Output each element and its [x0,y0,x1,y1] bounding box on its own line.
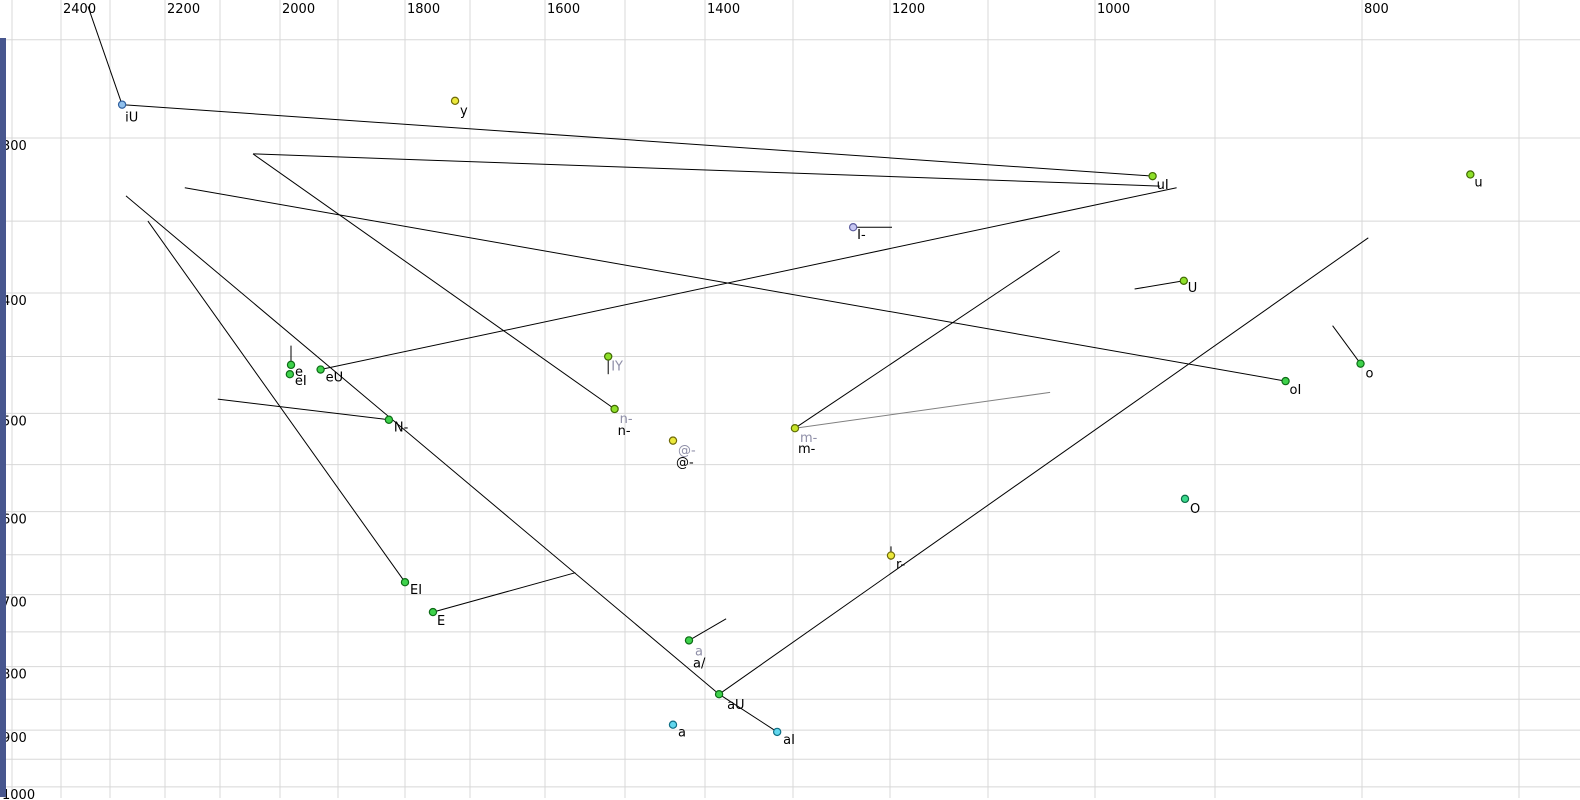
vowel-point-grey-label-a/: a [695,644,703,659]
trajectory-line-m--line [794,250,1060,429]
vowel-point-u[interactable] [1466,170,1475,179]
trajectory-line-a/-short [688,618,727,641]
trajectory-line-o-short [1332,325,1361,364]
vowel-point-N-[interactable] [384,415,394,424]
vowel-point-label-n-: n- [618,424,631,439]
vowel-point-iU[interactable] [117,100,127,109]
y-axis-tick-label-400: 400 [2,294,27,309]
y-axis-tick-label-600: 600 [2,513,27,528]
x-axis-tick-label-1000: 1000 [1097,2,1130,17]
vowel-point-grey-label-@-: @- [678,444,696,459]
vowel-point-aI[interactable] [772,727,782,737]
y-axis-tick-label-800: 800 [2,668,27,683]
y-axis-tick-label-500: 500 [2,414,27,429]
y-axis-tick-label-700: 700 [2,596,27,611]
y-axis-tick-label-900: 900 [2,731,27,746]
vowel-point-oI[interactable] [1281,376,1290,386]
vowel-point-uI[interactable] [1148,171,1157,181]
vowel-point-E[interactable] [428,607,438,617]
vowel-point-n-[interactable] [610,404,619,414]
vowel-point-EI[interactable] [400,577,410,587]
trajectory-line-to-oI [184,187,1286,382]
vowel-point-label-iU: iU [125,111,138,126]
vowel-point-label-aU: aU [727,698,744,713]
vowel-point-label-oI: oI [1290,383,1302,398]
x-axis-tick-label-800: 800 [1364,2,1389,17]
trajectory-line-iU-tail [87,6,123,105]
x-axis-tick-label-2200: 2200 [167,2,200,17]
vowel-point-label-E: E [437,614,445,629]
trajectory-line-aU-diagonal [718,237,1369,695]
window-edge-strip [0,38,6,797]
vowel-point-label-m-: m- [798,442,816,457]
vowel-point-label-EI: EI [410,583,422,598]
trajectory-line-to-N- [217,398,389,421]
vowel-point-e[interactable] [286,360,296,370]
trajectory-line-to-n- [252,153,615,410]
vowel-point-aU[interactable] [714,690,724,699]
trajectory-line-E-short [432,572,576,613]
vowel-point-y[interactable] [450,96,460,106]
vowel-point-a/[interactable] [684,636,694,645]
vowel-point-a[interactable] [668,720,678,729]
trajectory-line-to-EI [147,220,406,583]
vowel-point-U[interactable] [1179,276,1189,285]
vowel-point-grey-label-n-: n- [620,412,633,427]
trajectory-line-iU-to-uI [122,104,1153,177]
vowel-point-O[interactable] [1180,494,1190,504]
x-axis-tick-label-2400: 2400 [63,2,96,17]
vowel-point-label-r-: r- [896,558,906,573]
vowel-point-m-[interactable] [790,423,800,433]
vowel-point-label-eI: eI [295,374,307,389]
vowel-point-label-o: o [1366,367,1374,382]
x-axis-tick-label-1400: 1400 [707,2,740,17]
y-axis-tick-label-1000: 1000 [2,788,35,800]
vowel-point-label-uI: uI [1157,178,1169,193]
vowel-point-I-[interactable] [848,223,858,232]
vowel-point-label-u: u [1474,175,1482,190]
vowel-point-label-aI: aI [783,733,795,748]
vowel-point-eU[interactable] [316,365,325,374]
vowel-point-o[interactable] [1356,359,1365,368]
vowel-point-@-[interactable] [668,436,678,445]
vowel-point-IY[interactable] [604,352,613,361]
vowel-point-label-O: O [1190,502,1200,517]
vowel-point-label-I-: I- [857,228,866,243]
trajectory-line-U-short [1134,280,1184,290]
vowel-point-label-y: y [460,104,468,119]
trajectory-line-eU-long [320,187,1177,370]
trajectory-line-m--grey [794,391,1051,429]
vowel-point-eI[interactable] [285,370,295,379]
x-axis-tick-label-2000: 2000 [282,2,315,17]
vowel-point-label-a: a [678,726,686,741]
vowel-point-label-@-: @- [676,456,694,471]
trajectory-line-long-upper [252,153,1160,187]
vowel-point-label-eU: eU [326,371,344,386]
vowel-point-label-a/: a/ [693,656,706,671]
x-axis-tick-label-1800: 1800 [407,2,440,17]
x-axis-tick-label-1600: 1600 [547,2,580,17]
vowel-point-grey-label-m-: m- [800,431,818,446]
vowel-point-label-e: e [295,365,303,380]
y-axis-tick-label-300: 300 [2,139,27,154]
vowel-point-label-N-: N- [394,421,409,436]
vowel-point-label-U: U [1188,281,1198,296]
vowel-point-r-[interactable] [886,551,896,560]
x-axis-tick-label-1200: 1200 [892,2,925,17]
vowel-point-label-IY: IY [611,360,623,375]
